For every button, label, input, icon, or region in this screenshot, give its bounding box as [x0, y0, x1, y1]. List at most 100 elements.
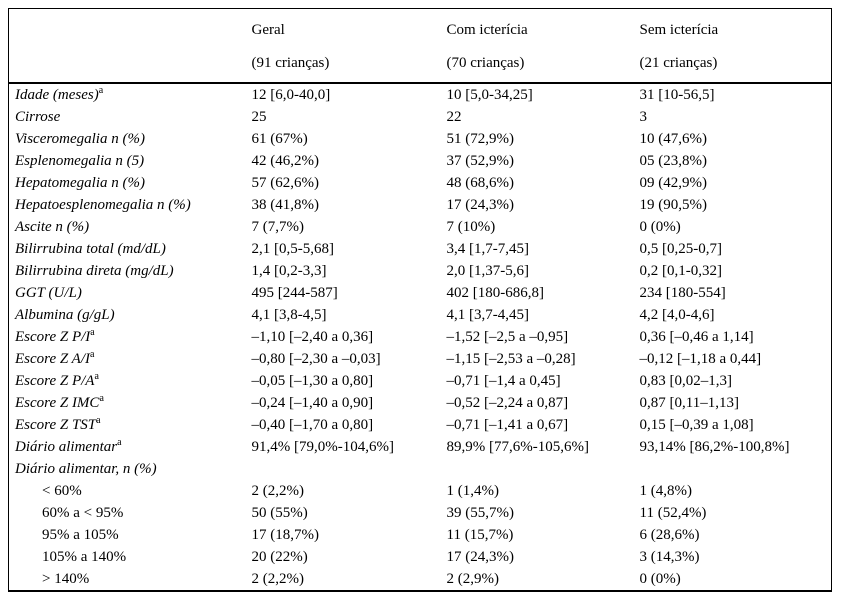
cell-sem-ictericia: 234 [180-554] [639, 285, 726, 301]
cell-com-ictericia: –0,52 [–2,24 a 0,87] [446, 395, 569, 411]
table-row-diario-alimentar: Diário alimentara 91,4% [79,0%-104,6%] 8… [9, 436, 832, 458]
cell-sem-ictericia: 3 (14,3%) [639, 549, 700, 565]
cell-com-ictericia: –1,15 [–2,53 a –0,28] [446, 351, 576, 367]
cell-sem-ictericia: 3 [639, 109, 648, 125]
column-title: Geral [251, 22, 285, 38]
cell-sem-ictericia: 4,2 [4,0-4,6] [639, 307, 715, 323]
cell-sem-ictericia: 0 (0%) [639, 219, 681, 235]
table-row-ascite: Ascite n (%) 7 (7,7%) 7 (10%) 0 (0%) [9, 216, 832, 238]
row-label: > 140% [42, 571, 90, 587]
row-label: Escore Z P/Aa [15, 371, 99, 390]
footnote-marker: a [90, 327, 95, 338]
footnote-marker: a [94, 371, 99, 382]
row-label: Bilirrubina direta (mg/dL) [15, 263, 174, 279]
cell-geral: 495 [244-587] [251, 285, 338, 301]
row-label: Bilirrubina total (md/dL) [15, 241, 166, 257]
cell-geral: –0,24 [–1,40 a 0,90] [251, 395, 374, 411]
cell-geral: 4,1 [3,8-4,5] [251, 307, 327, 323]
table-row-105-140: 105% a 140% 20 (22%) 17 (24,3%) 3 (14,3%… [9, 546, 832, 568]
table-row-bilirrubina-total: Bilirrubina total (md/dL) 2,1 [0,5-5,68]… [9, 238, 832, 260]
cell-com-ictericia: 37 (52,9%) [446, 153, 515, 169]
column-title: Com icterícia [446, 22, 528, 38]
cell-com-ictericia: 7 (10%) [446, 219, 496, 235]
cell-geral: 91,4% [79,0%-104,6%] [251, 439, 394, 455]
cell-sem-ictericia: 11 (52,4%) [639, 505, 707, 521]
table-row-95-105: 95% a 105% 17 (18,7%) 11 (15,7%) 6 (28,6… [9, 524, 832, 546]
cell-com-ictericia: 17 (24,3%) [446, 197, 515, 213]
cell-geral: 2,1 [0,5-5,68] [251, 241, 335, 257]
cell-sem-ictericia: 05 (23,8%) [639, 153, 708, 169]
cell-geral: –0,05 [–1,30 a 0,80] [251, 373, 374, 389]
cell-geral: 2 (2,2%) [251, 571, 305, 587]
cell-com-ictericia: 2 (2,9%) [446, 571, 500, 587]
row-label: Escore Z TSTa [15, 415, 101, 434]
header-empty-cell [8, 8, 246, 84]
cell-com-ictericia: 11 (15,7%) [446, 527, 514, 543]
cell-sem-ictericia: 0 (0%) [639, 571, 681, 587]
cell-geral: 50 (55%) [251, 505, 308, 521]
table-row-gt-140: > 140% 2 (2,2%) 2 (2,9%) 0 (0%) [9, 568, 832, 591]
cell-com-ictericia [441, 458, 634, 480]
row-label: GGT (U/L) [15, 285, 82, 301]
table-row-esplenomegalia: Esplenomegalia n (5) 42 (46,2%) 37 (52,9… [9, 150, 832, 172]
cell-com-ictericia: 402 [180-686,8] [446, 285, 545, 301]
cell-com-ictericia: –0,71 [–1,4 a 0,45] [446, 373, 561, 389]
table-row-60-95: 60% a < 95% 50 (55%) 39 (55,7%) 11 (52,4… [9, 502, 832, 524]
cell-com-ictericia: 4,1 [3,7-4,45] [446, 307, 530, 323]
cell-geral: 20 (22%) [251, 549, 308, 565]
cell-sem-ictericia: 0,87 [0,11–1,13] [639, 395, 739, 411]
footnote-marker: a [96, 415, 101, 426]
cell-geral: 7 (7,7%) [251, 219, 305, 235]
clinical-characteristics-table: Geral (91 crianças) Com icterícia (70 cr… [8, 8, 832, 592]
column-header-com-ictericia: Com icterícia (70 crianças) [440, 8, 634, 84]
cell-geral: –0,80 [–2,30 a –0,03] [251, 351, 381, 367]
cell-sem-ictericia: 93,14% [86,2%-100,8%] [639, 439, 790, 455]
table-row-visceromegalia: Visceromegalia n (%) 61 (67%) 51 (72,9%)… [9, 128, 832, 150]
table-row-bilirrubina-direta: Bilirrubina direta (mg/dL) 1,4 [0,2-3,3]… [9, 260, 832, 282]
cell-sem-ictericia: 1 (4,8%) [639, 483, 693, 499]
row-label: Diário alimentar, n (%) [15, 461, 157, 477]
cell-sem-ictericia [634, 458, 832, 480]
cell-sem-ictericia: 6 (28,6%) [639, 527, 700, 543]
cell-geral: –0,40 [–1,70 a 0,80] [251, 417, 374, 433]
cell-com-ictericia: 3,4 [1,7-7,45] [446, 241, 530, 257]
cell-geral: 57 (62,6%) [251, 175, 320, 191]
row-label: Hepatomegalia n (%) [15, 175, 145, 191]
cell-sem-ictericia: 09 (42,9%) [639, 175, 708, 191]
cell-sem-ictericia: 0,5 [0,25-0,7] [639, 241, 723, 257]
table-row-escore-z-ai: Escore Z A/Ia –0,80 [–2,30 a –0,03] –1,1… [9, 348, 832, 370]
cell-com-ictericia: 51 (72,9%) [446, 131, 515, 147]
table-row-escore-z-imc: Escore Z IMCa –0,24 [–1,40 a 0,90] –0,52… [9, 392, 832, 414]
cell-com-ictericia: 89,9% [77,6%-105,6%] [446, 439, 589, 455]
header-row: Geral (91 crianças) Com icterícia (70 cr… [8, 8, 832, 84]
row-label: Escore Z P/Ia [15, 327, 95, 346]
cell-geral: –1,10 [–2,40 a 0,36] [251, 329, 374, 345]
table-row-diario-alimentar-n: Diário alimentar, n (%) [9, 458, 832, 480]
cell-com-ictericia: 17 (24,3%) [446, 549, 515, 565]
footnote-marker: a [117, 437, 122, 448]
row-label: Idade (meses)a [15, 85, 104, 104]
column-count: (91 crianças) [251, 55, 330, 71]
cell-geral: 25 [251, 109, 267, 125]
cell-geral: 61 (67%) [251, 131, 308, 147]
cell-sem-ictericia: 0,36 [–0,46 a 1,14] [639, 329, 754, 345]
table-row-hepatomegalia: Hepatomegalia n (%) 57 (62,6%) 48 (68,6%… [9, 172, 832, 194]
cell-geral: 42 (46,2%) [251, 153, 320, 169]
cell-com-ictericia: 39 (55,7%) [446, 505, 515, 521]
row-label: Escore Z A/Ia [15, 349, 95, 368]
row-label: Ascite n (%) [15, 219, 90, 235]
row-label: Escore Z IMCa [15, 393, 104, 412]
row-label: < 60% [42, 483, 82, 499]
row-label: Esplenomegalia n (5) [15, 153, 145, 169]
column-header-geral: Geral (91 crianças) [245, 8, 441, 84]
table-row-cirrose: Cirrose 25 22 3 [9, 106, 832, 128]
cell-sem-ictericia: 0,2 [0,1-0,32] [639, 263, 723, 279]
cell-com-ictericia: 2,0 [1,37-5,6] [446, 263, 530, 279]
row-label: Albumina (g/gL) [15, 307, 115, 323]
cell-geral: 38 (41,8%) [251, 197, 320, 213]
column-count: (21 crianças) [639, 55, 718, 71]
cell-sem-ictericia: 0,15 [–0,39 a 1,08] [639, 417, 754, 433]
cell-com-ictericia: 48 (68,6%) [446, 175, 515, 191]
table-row-idade: Idade (meses)a 12 [6,0-40,0] 10 [5,0-34,… [9, 83, 832, 106]
